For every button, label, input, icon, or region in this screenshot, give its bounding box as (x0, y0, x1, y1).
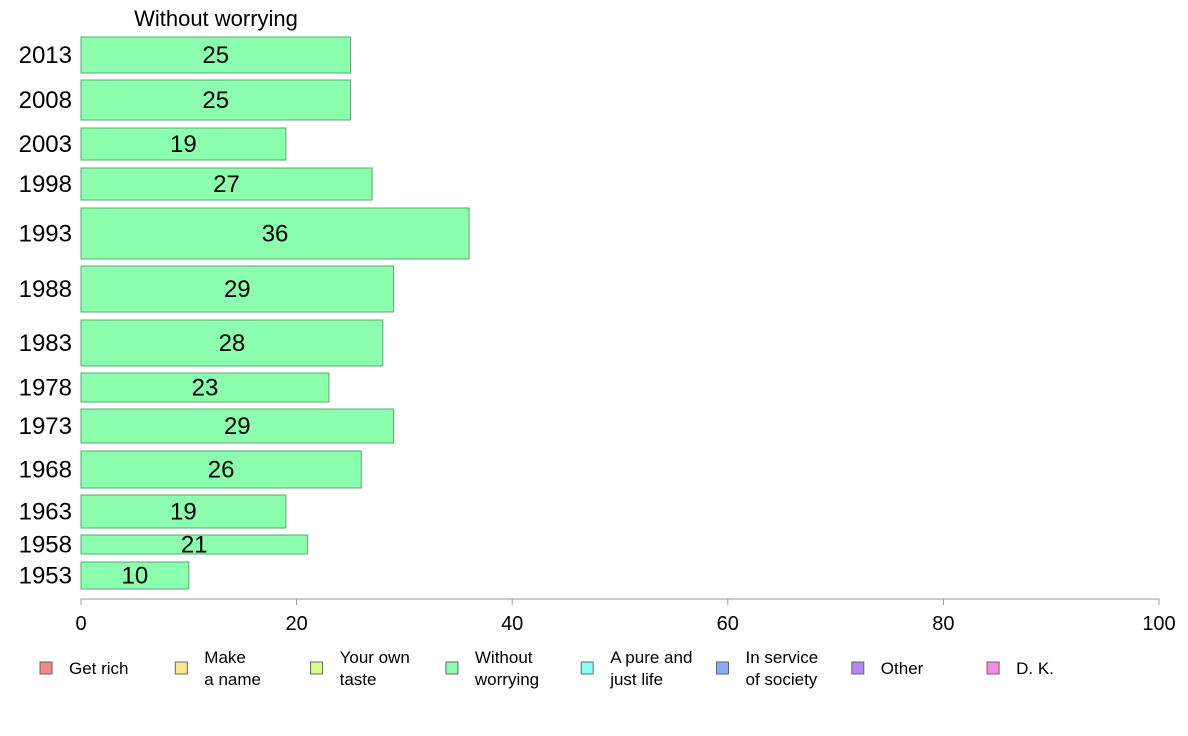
data-label-1998: 27 (213, 171, 240, 198)
data-label-1993: 36 (262, 221, 289, 248)
legend-item: A pure and just life (580, 648, 692, 689)
y-tick-label-1993: 1993 (19, 221, 72, 248)
bar-1953 (80, 561, 190, 590)
data-label-1963: 19 (170, 499, 197, 526)
legend-swatch (580, 661, 594, 675)
bar-1968 (80, 450, 362, 489)
legend-item: Without worrying (445, 648, 539, 689)
legend-swatch (39, 661, 53, 675)
data-label-2003: 19 (170, 131, 197, 158)
y-tick-label-1988: 1988 (19, 276, 72, 303)
y-tick-label-2008: 2008 (19, 87, 72, 114)
bar-1958 (80, 534, 308, 555)
bar-1963 (80, 494, 287, 529)
y-tick-label-1953: 1953 (19, 563, 72, 590)
legend-label: worrying (474, 670, 539, 689)
legend-label: A pure and (610, 648, 692, 667)
data-label-1973: 29 (224, 413, 251, 440)
legend: Get rich Make a name Your own taste Without wo… (39, 648, 1054, 689)
x-tick-label-40: 40 (501, 613, 523, 635)
bars-group: 2013 25 2008 25 2003 19 1998 27 1993 36 1988 29 1983… (19, 36, 470, 590)
legend-item: Make a name (174, 648, 261, 689)
data-label-1968: 26 (208, 457, 235, 484)
legend-swatch (310, 661, 324, 675)
legend-item: D. K. (986, 659, 1054, 678)
legend-label: Other (881, 659, 924, 678)
legend-label: a name (204, 670, 261, 689)
data-label-1953: 10 (122, 563, 149, 590)
y-tick-label-1998: 1998 (19, 171, 72, 198)
legend-label: D. K. (1016, 659, 1054, 678)
legend-label: In service (746, 648, 819, 667)
y-tick-label-1978: 1978 (19, 375, 72, 402)
bar-1998 (80, 167, 373, 201)
x-tick-label-60: 60 (717, 613, 739, 635)
legend-label: of society (746, 670, 818, 689)
y-tick-label-1983: 1983 (19, 330, 72, 357)
data-label-2008: 25 (202, 87, 229, 114)
bar-1988 (80, 265, 395, 313)
y-tick-label-2013: 2013 (19, 42, 72, 69)
data-label-1978: 23 (192, 375, 219, 402)
legend-item: Your own taste (310, 648, 410, 689)
legend-label: just life (609, 670, 663, 689)
x-tick-label-20: 20 (285, 613, 307, 635)
x-axis: 0 20 40 60 80 100 (75, 598, 1176, 635)
legend-label: taste (340, 670, 377, 689)
legend-label: Get rich (69, 659, 129, 678)
y-tick-label-1973: 1973 (19, 413, 72, 440)
bar-2008 (80, 79, 351, 121)
legend-swatch (716, 661, 729, 675)
data-label-1958: 21 (181, 532, 208, 559)
x-tick-label-80: 80 (932, 613, 954, 635)
legend-swatch (851, 661, 865, 675)
data-label-1983: 28 (219, 330, 246, 357)
y-tick-label-2003: 2003 (19, 131, 72, 158)
legend-label: Without (475, 648, 533, 667)
data-label-2013: 25 (202, 42, 229, 69)
bar-1993 (80, 207, 470, 260)
x-tick-label-100: 100 (1142, 613, 1175, 635)
legend-label: Make (204, 648, 246, 667)
legend-item: Other (851, 659, 924, 678)
bar-1978 (80, 372, 330, 403)
bar-2003 (80, 127, 287, 161)
bar-1973 (80, 408, 395, 444)
legend-swatch (986, 661, 1000, 675)
y-tick-label-1963: 1963 (19, 499, 72, 526)
legend-label: Your own (340, 648, 410, 667)
y-tick-label-1958: 1958 (19, 532, 72, 559)
x-tick-label-0: 0 (75, 613, 86, 635)
y-tick-label-1968: 1968 (19, 457, 72, 484)
data-label-1988: 29 (224, 276, 251, 303)
chart-title: Without worrying (134, 6, 298, 31)
bar-1983 (80, 319, 384, 367)
legend-swatch (174, 661, 188, 675)
legend-item: In service of society (716, 648, 819, 689)
legend-item: Get rich (39, 659, 129, 678)
bar-2013 (80, 36, 351, 74)
legend-swatch (445, 661, 459, 675)
